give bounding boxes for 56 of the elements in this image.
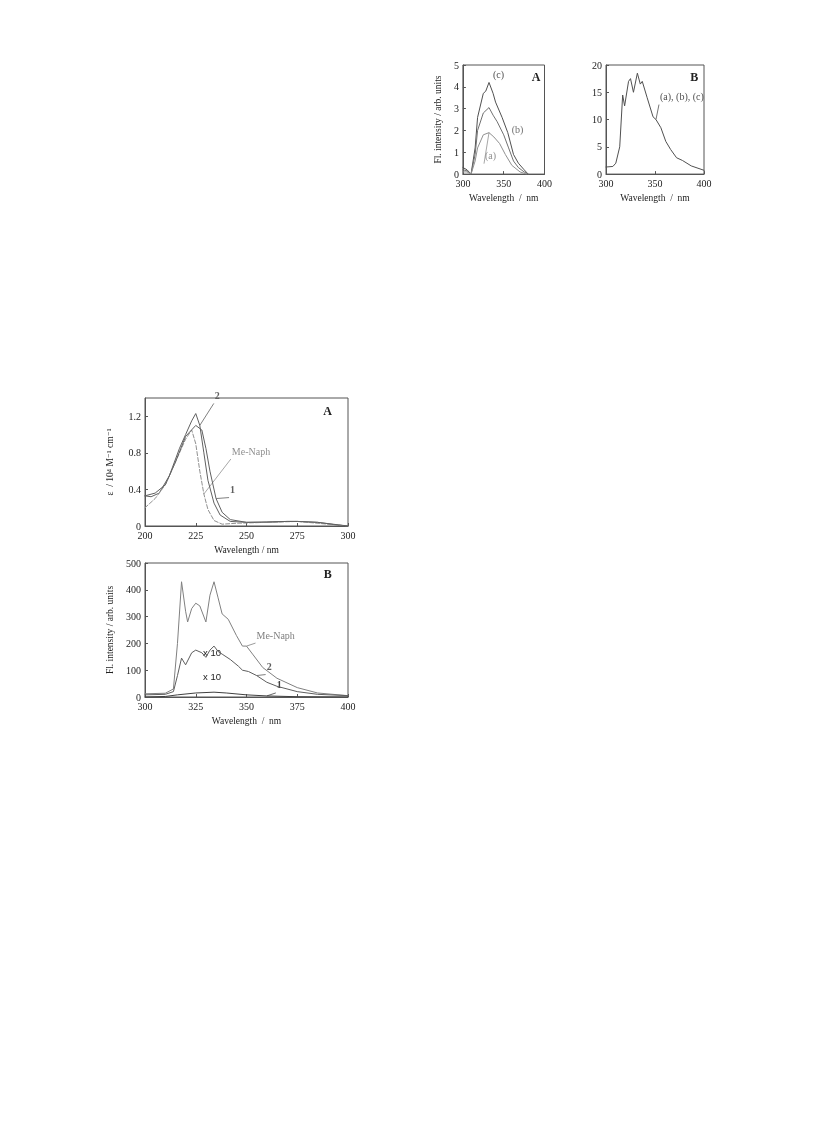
y-tick-label: 10 [592,114,602,126]
y-axis-title: ε / 10⁴ M⁻¹ cm⁻¹ [105,428,115,496]
series-label: (a), (b), (c) [659,91,704,104]
y-tick-label: 200 [126,637,141,649]
series-label: (c) [493,68,505,81]
y-tick-label: 0 [597,168,602,180]
y-tick-label: 1.2 [128,410,141,422]
x-tick-label: 325 [188,700,204,712]
y-tick-label: 0 [136,520,141,532]
series-label: 1 [230,484,236,496]
y-tick-label: 2 [453,124,459,136]
annotation: B [690,69,699,84]
x-tick-label: 300 [340,529,356,541]
text: Me-Naph [231,445,271,457]
x-tick-label: 350 [496,177,512,189]
y-tick-label: 4 [453,81,459,93]
y-axis-title: Fl. intensity / arb. units [433,75,443,164]
y-tick-label: 0 [136,691,141,703]
annotation: B [323,566,332,581]
series-label: 2 [266,661,272,673]
x-axis-title: Wavelength / nm [468,193,540,203]
y-tick-label: 3 [453,103,459,115]
y-tick-label: 0.4 [128,483,141,495]
y-tick-label: 0.8 [128,447,141,459]
y-tick-label: 5 [453,59,459,71]
y-tick-label: 100 [126,664,141,676]
y-axis-title: Fl. intensity / arb. units [105,585,115,675]
x-tick-label: 400 [696,177,712,189]
y-tick-label: 5 [597,141,602,153]
x-tick-label: 375 [289,700,305,712]
y-tick-label: 500 [126,557,141,569]
y-tick-label: 15 [592,86,602,98]
text: 2 [214,389,220,401]
x-tick-label: 250 [239,529,254,541]
x-tick-label: 225 [188,529,204,541]
series-label: (a) [485,150,497,163]
x-axis-title: Wavelength / nm [620,193,691,203]
y-tick-label: 0 [453,168,459,180]
x-axis-title: Wavelength / nm [214,544,280,555]
annotation: A [531,69,541,84]
series-label: 1 [276,679,282,691]
annotation: A [323,403,333,418]
series-label: Me-Naph [256,629,295,641]
x-tick-label: 350 [647,177,663,189]
y-tick-label: 1 [453,146,459,158]
x-tick-label: 400 [537,177,552,189]
x-tick-label: 400 [340,700,356,712]
x-tick-label: 350 [239,700,254,712]
annotation: x 10 [203,647,221,659]
x-tick-label: 275 [289,529,305,541]
y-tick-label: 400 [126,584,141,596]
x-axis-title: Wavelength / nm [211,715,282,726]
y-tick-label: 300 [126,611,141,623]
y-tick-label: 20 [592,59,602,71]
annotation: x 10 [203,671,221,683]
series-label: (b) [511,124,524,137]
